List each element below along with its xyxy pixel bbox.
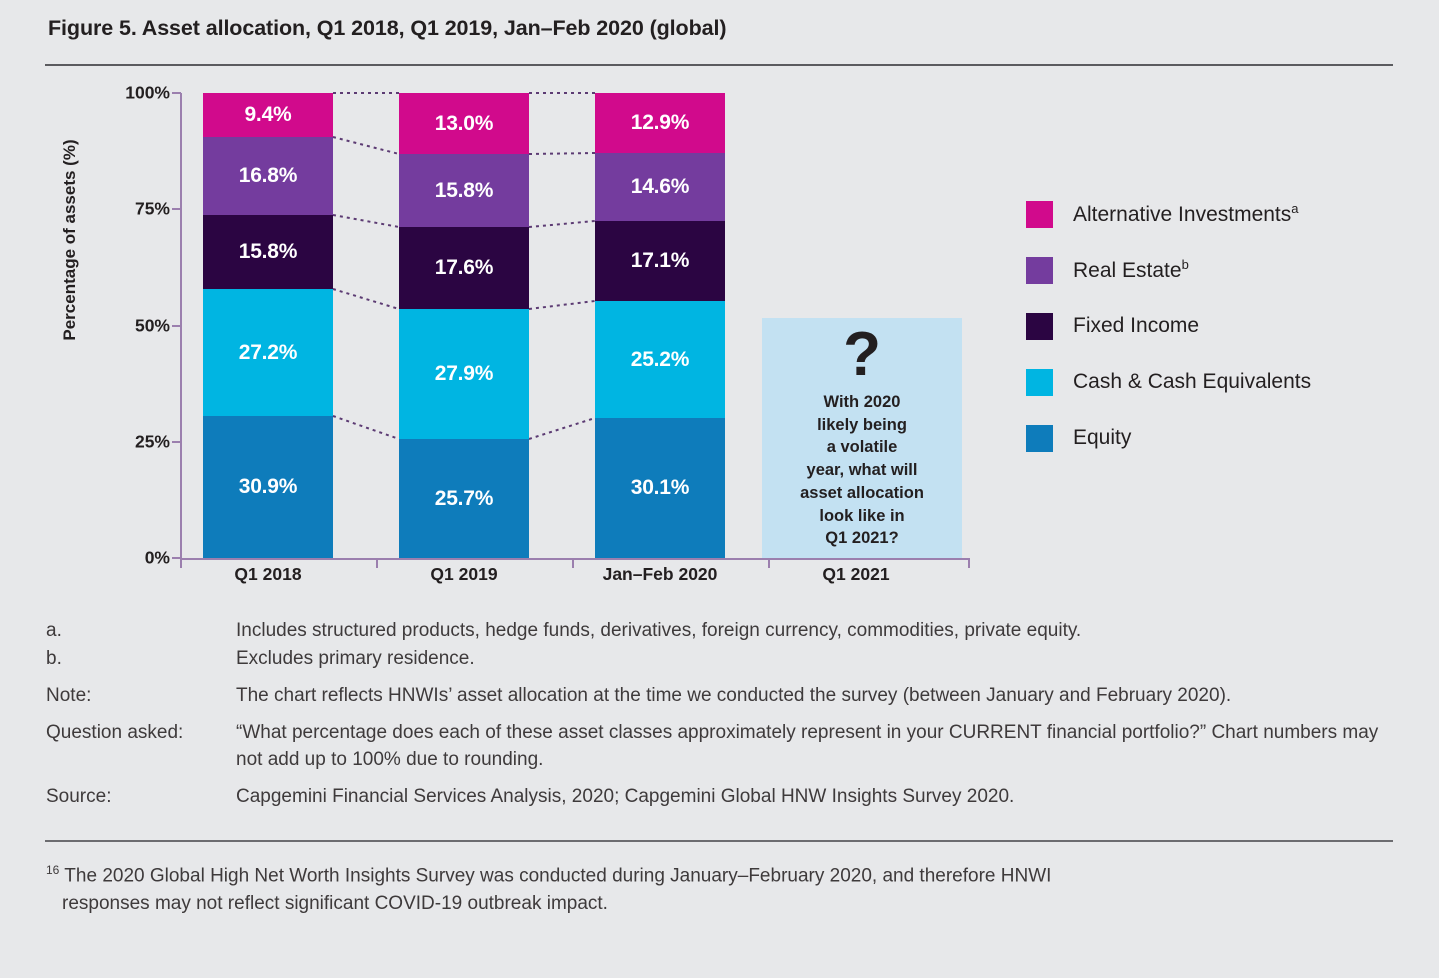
x-divider-3 xyxy=(768,558,770,568)
tickmark-25 xyxy=(172,441,181,443)
note-key-b: b. xyxy=(46,647,62,669)
note-value-source: Capgemini Financial Services Analysis, 2… xyxy=(236,785,1015,807)
divider-bottom xyxy=(45,840,1393,842)
x-divider-4 xyxy=(968,558,970,568)
note-row-source: Source: Capgemini Financial Services Ana… xyxy=(46,784,1396,811)
note-key-a: a. xyxy=(46,620,62,641)
segment-cash-2019: 27.9% xyxy=(399,309,529,439)
note-key-note: Note: xyxy=(46,684,92,706)
x-axis-line xyxy=(180,558,970,560)
segment-fixed-income-2018: 15.8% xyxy=(203,215,333,289)
note-row-question: Question asked: “What percentage does ea… xyxy=(46,720,1396,774)
stacked-bar-chart: Percentage of assets (%) 100% 75% 50% 25… xyxy=(60,0,1311,585)
y-tick-75: 75% xyxy=(134,198,170,219)
y-tick-100: 100% xyxy=(125,82,170,103)
page-title: Figure 5. Asset allocation, Q1 2018, Q1 … xyxy=(48,16,727,40)
legend-swatch-alternative-investments-icon xyxy=(1026,200,1053,228)
segment-alternative-investments-2020: 12.9% xyxy=(595,93,725,153)
legend-label-real-estate: Real Estateb xyxy=(1073,257,1189,282)
divider-top xyxy=(45,64,1393,66)
legend-swatch-cash-equivalents-icon xyxy=(1026,368,1053,396)
x-divider-1 xyxy=(376,558,378,568)
legend-label-fixed-income: Fixed Income xyxy=(1073,314,1200,337)
page-footnote: 16 The 2020 Global High Net Worth Insigh… xyxy=(46,862,1386,917)
footnote-marker: 16 xyxy=(46,863,60,877)
y-axis-label: Percentage of assets (%) xyxy=(60,139,79,341)
segment-cash-2020: 25.2% xyxy=(595,301,725,418)
segment-real-estate-2020: 14.6% xyxy=(595,153,725,221)
legend-swatch-fixed-income-icon xyxy=(1026,312,1053,340)
tickmark-50 xyxy=(172,325,181,327)
future-placeholder-box: ? With 2020 likely being a volatile year… xyxy=(762,318,962,558)
x-category-q1-2019: Q1 2019 xyxy=(430,564,498,584)
footnote-line-2: responses may not reflect significant CO… xyxy=(62,892,608,914)
legend-item-equity[interactable]: Equity xyxy=(1026,410,1311,466)
tickmark-75 xyxy=(172,208,181,210)
legend-label-alternative-investments: Alternative Investmentsa xyxy=(1073,201,1299,226)
note-row-b: b. Excludes primary residence. xyxy=(46,646,1396,673)
segment-alternative-investments-2019: 13.0% xyxy=(399,93,529,154)
segment-alternative-investments-2018: 9.4% xyxy=(203,93,333,137)
question-mark-icon: ? xyxy=(843,320,881,389)
y-tick-50: 50% xyxy=(134,315,170,336)
chart-legend: Alternative Investmentsa Real Estateb Fi… xyxy=(1026,186,1311,466)
legend-item-alternative-investments[interactable]: Alternative Investmentsa xyxy=(1026,186,1311,242)
note-value-a: Includes structured products, hedge fund… xyxy=(236,620,1082,641)
segment-fixed-income-2019: 17.6% xyxy=(399,227,529,309)
note-value-question: “What percentage does each of these asse… xyxy=(236,721,1379,770)
note-key-source: Source: xyxy=(46,785,112,807)
legend-item-cash-equivalents[interactable]: Cash & Cash Equivalents xyxy=(1026,354,1311,410)
segment-cash-2018: 27.2% xyxy=(203,289,333,416)
segment-equity-2019: 25.7% xyxy=(399,439,529,558)
y-axis-line xyxy=(180,93,182,559)
legend-label-cash-equivalents: Cash & Cash Equivalents xyxy=(1073,370,1312,393)
note-key-question: Question asked: xyxy=(46,721,184,743)
note-row-note: Note: The chart reflects HNWIs’ asset al… xyxy=(46,683,1396,710)
note-row-a: a. Includes structured products, hedge f… xyxy=(46,618,1396,645)
y-tick-25: 25% xyxy=(134,431,170,452)
x-divider-0 xyxy=(180,558,182,568)
segment-equity-2020: 30.1% xyxy=(595,418,725,558)
x-category-jan-feb-2020: Jan–Feb 2020 xyxy=(602,564,718,584)
future-placeholder-text: With 2020 likely being a volatile year, … xyxy=(800,392,924,548)
legend-swatch-real-estate-icon xyxy=(1026,256,1053,284)
segment-real-estate-2019: 15.8% xyxy=(399,154,529,227)
note-value-b: Excludes primary residence. xyxy=(236,647,475,669)
note-value-note: The chart reflects HNWIs’ asset allocati… xyxy=(236,684,1232,706)
y-axis-ticks: 100% 75% 50% 25% 0% xyxy=(100,0,170,568)
legend-label-equity: Equity xyxy=(1073,426,1132,449)
segment-real-estate-2018: 16.8% xyxy=(203,137,333,215)
x-category-q1-2021: Q1 2021 xyxy=(822,564,890,584)
chart-notes: a. Includes structured products, hedge f… xyxy=(46,618,1396,812)
x-divider-2 xyxy=(572,558,574,568)
legend-item-real-estate[interactable]: Real Estateb xyxy=(1026,242,1311,298)
legend-item-fixed-income[interactable]: Fixed Income xyxy=(1026,298,1311,354)
segment-equity-2018: 30.9% xyxy=(203,416,333,558)
tickmark-0 xyxy=(172,557,181,559)
x-category-q1-2018: Q1 2018 xyxy=(234,564,302,584)
footnote-line-1: The 2020 Global High Net Worth Insights … xyxy=(64,865,1052,887)
y-tick-0: 0% xyxy=(144,547,170,568)
segment-fixed-income-2020: 17.1% xyxy=(595,221,725,301)
legend-swatch-equity-icon xyxy=(1026,424,1053,452)
tickmark-100 xyxy=(172,92,181,94)
